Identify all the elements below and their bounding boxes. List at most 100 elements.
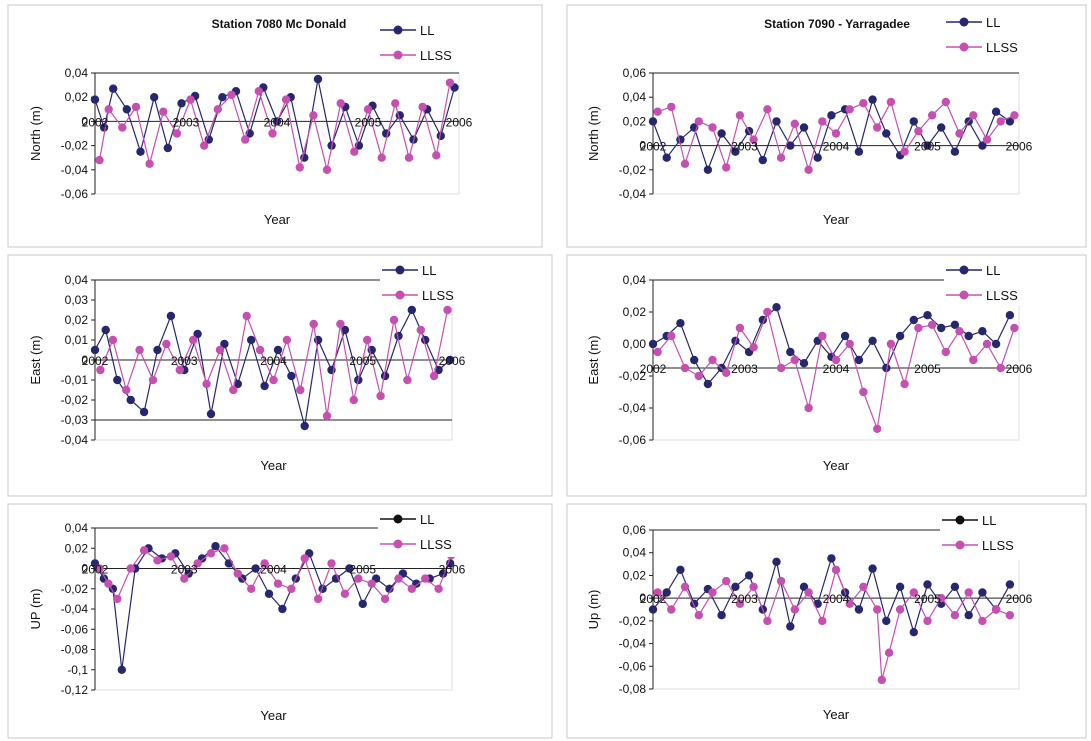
data-point-llss: [694, 117, 703, 126]
data-point-ll: [758, 155, 767, 165]
y-tick-label: 0,00: [623, 337, 647, 351]
data-point-llss: [859, 582, 868, 591]
y-tick-label: 0,02: [623, 305, 647, 319]
data-point-ll: [923, 580, 932, 589]
data-point-llss: [340, 589, 350, 598]
legend-label: LL: [420, 512, 434, 527]
x-tick-label: 2006: [439, 354, 466, 368]
data-point-llss: [118, 123, 127, 132]
data-point-ll: [854, 605, 864, 614]
data-point-llss: [363, 105, 373, 114]
x-tick-label: 2004: [823, 140, 850, 154]
data-point-llss: [927, 320, 937, 329]
data-point-ll: [690, 355, 699, 365]
y-tick-label: -0,06: [619, 659, 647, 673]
x-axis-label: Year: [260, 458, 287, 473]
x-tick-label: 2002: [82, 115, 109, 129]
data-point-llss: [445, 78, 455, 87]
data-point-llss: [186, 95, 195, 104]
chart-panel-2: 0,06 0,04 0,02 0 -0,02 -0,04 2002 2003 2004 2005 2…: [566, 4, 1087, 248]
y-tick-label: -0,08: [619, 682, 647, 696]
data-point-llss: [104, 579, 113, 588]
data-point-llss: [391, 99, 400, 108]
data-point-llss: [300, 554, 309, 563]
data-point-ll: [786, 622, 795, 631]
x-tick-label: 2005: [349, 354, 376, 368]
data-point-llss: [322, 411, 332, 421]
x-tick-label: 2002: [640, 140, 667, 154]
data-point-llss: [354, 574, 363, 583]
data-point-ll: [882, 616, 891, 626]
data-point-ll: [991, 107, 1001, 116]
data-point-llss: [722, 368, 731, 377]
data-point-ll: [166, 311, 176, 321]
data-point-ll: [909, 628, 918, 637]
legend-marker: [955, 540, 965, 550]
y-tick-label: 0,04: [623, 546, 647, 560]
data-point-ll: [799, 582, 809, 591]
x-tick-label: 2005: [914, 592, 941, 606]
y-tick-label: 0: [81, 353, 88, 367]
data-point-llss: [982, 339, 992, 349]
data-point-llss: [380, 594, 390, 604]
data-point-llss: [122, 385, 131, 395]
data-point-llss: [804, 403, 813, 413]
legend-label: LLSS: [420, 48, 452, 63]
data-point-llss: [873, 123, 882, 132]
data-point-llss: [215, 345, 225, 355]
data-point-llss: [295, 163, 304, 172]
data-point-llss: [220, 544, 229, 553]
legend-marker: [393, 50, 403, 60]
data-point-llss: [166, 552, 176, 561]
data-point-ll: [909, 117, 918, 126]
data-point-llss: [349, 395, 358, 405]
x-tick-label: 2004: [823, 362, 850, 376]
data-point-ll: [163, 143, 172, 153]
data-point-ll: [177, 99, 186, 108]
legend-marker: [393, 25, 403, 35]
data-point-ll: [950, 320, 960, 329]
y-tick-label: 0,04: [623, 90, 647, 104]
data-point-ll: [978, 327, 987, 336]
data-point-ll: [964, 331, 973, 341]
x-tick-label: 2005: [355, 115, 382, 129]
data-point-ll: [264, 589, 274, 598]
data-point-llss: [763, 105, 772, 114]
data-point-llss: [233, 569, 242, 578]
data-point-llss: [281, 95, 291, 104]
data-point-llss: [804, 165, 813, 174]
data-point-llss: [708, 355, 717, 365]
data-point-ll: [868, 336, 877, 345]
x-tick-label: 2002: [640, 362, 667, 376]
data-point-llss: [914, 323, 923, 333]
x-axis-label: Year: [264, 212, 291, 227]
data-point-llss: [680, 363, 690, 373]
data-point-llss: [148, 375, 158, 385]
x-tick-label: 2003: [173, 115, 200, 129]
y-axis-label: North (m): [586, 106, 601, 161]
data-point-ll: [676, 319, 685, 328]
data-point-ll: [731, 147, 740, 156]
data-point-ll: [340, 325, 350, 335]
data-point-llss: [282, 335, 292, 345]
x-tick-label: 2003: [171, 354, 198, 368]
data-point-ll: [772, 557, 781, 566]
data-point-llss: [818, 117, 827, 126]
data-point-llss: [722, 163, 731, 172]
data-point-ll: [964, 611, 973, 620]
data-point-llss: [937, 593, 946, 603]
data-point-llss: [735, 323, 745, 333]
legend-label: LL: [986, 15, 1000, 30]
data-point-ll: [799, 123, 809, 132]
y-tick-label: 0,02: [65, 313, 89, 327]
data-point-ll: [786, 347, 795, 357]
x-tick-label: 2006: [1006, 592, 1033, 606]
data-point-ll: [854, 355, 864, 365]
data-point-llss: [247, 584, 256, 593]
legend-label: LLSS: [422, 288, 454, 303]
data-point-llss: [287, 584, 296, 593]
x-tick-label: 2002: [640, 592, 667, 606]
data-point-llss: [113, 594, 122, 604]
y-axis-label: UP (m): [28, 589, 43, 630]
